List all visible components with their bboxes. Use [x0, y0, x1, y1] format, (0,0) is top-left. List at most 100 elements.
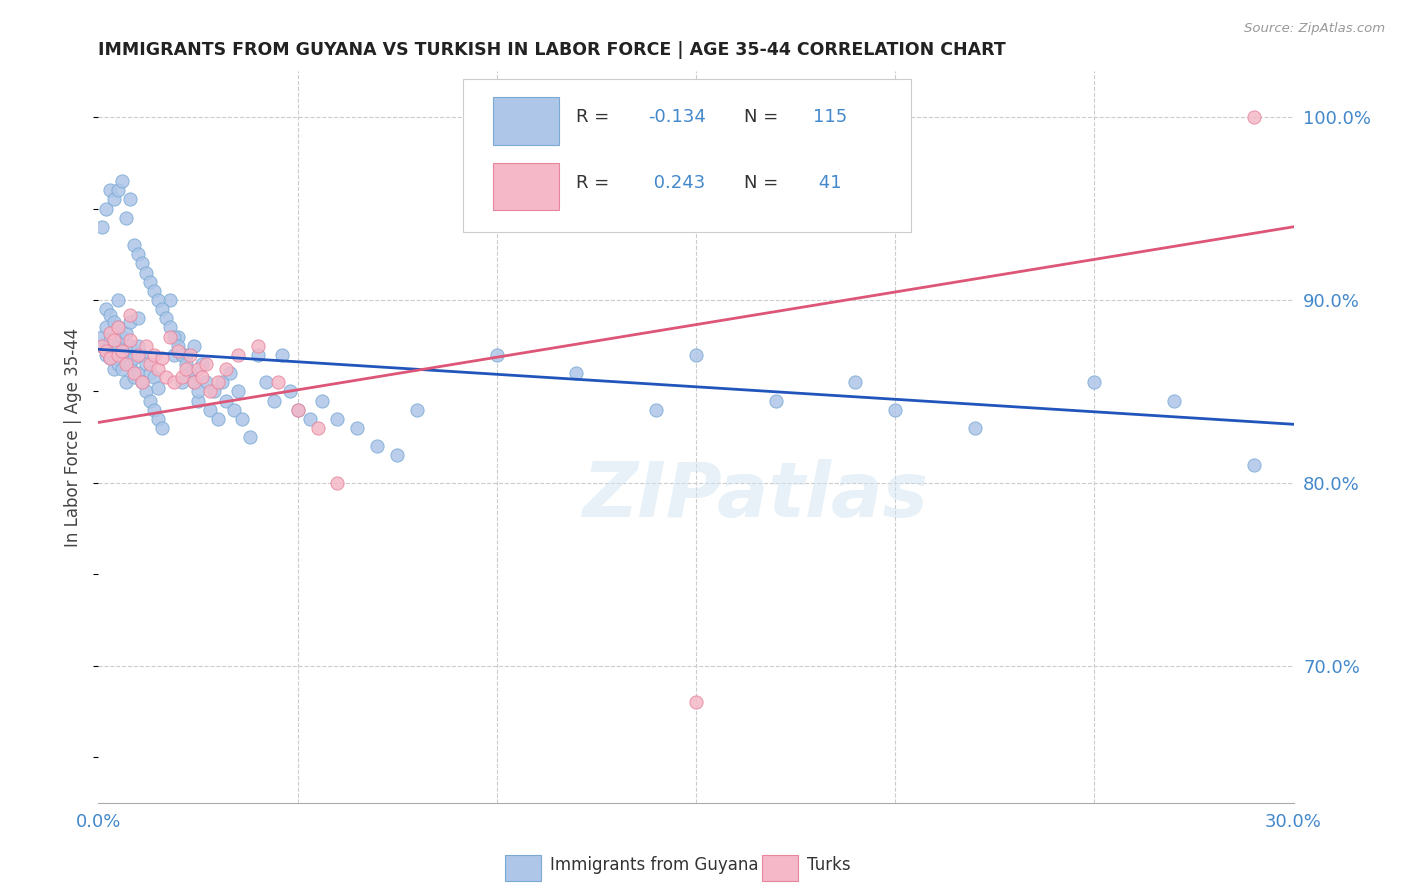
Point: [103, 362, 125, 376]
Point: [267, 375, 290, 389]
Point: [107, 357, 129, 371]
Text: IMMIGRANTS FROM GUYANA VS TURKISH IN LABOR FORCE | AGE 35-44 CORRELATION CHART: IMMIGRANTS FROM GUYANA VS TURKISH IN LAB…: [98, 41, 1007, 59]
Point: [287, 402, 309, 417]
Point: [311, 393, 333, 408]
Point: [254, 375, 277, 389]
FancyBboxPatch shape: [494, 97, 558, 145]
Point: [179, 348, 201, 362]
Point: [131, 348, 153, 362]
Point: [120, 338, 142, 352]
Point: [163, 375, 186, 389]
Text: 115: 115: [813, 109, 848, 127]
Point: [111, 362, 134, 376]
Point: [103, 344, 125, 359]
Point: [195, 357, 218, 371]
Point: [115, 357, 138, 371]
Point: [765, 393, 787, 408]
Point: [963, 421, 986, 435]
Point: [103, 192, 125, 206]
Point: [191, 369, 214, 384]
Point: [326, 411, 349, 425]
Point: [124, 366, 146, 380]
Text: Source: ZipAtlas.com: Source: ZipAtlas.com: [1244, 22, 1385, 36]
Point: [111, 174, 134, 188]
Point: [107, 348, 129, 362]
Point: [191, 357, 214, 371]
Point: [91, 219, 114, 234]
Point: [1083, 375, 1105, 389]
Point: [124, 351, 146, 366]
Point: [645, 402, 668, 417]
Point: [226, 384, 249, 399]
Point: [148, 381, 170, 395]
Point: [287, 402, 309, 417]
Point: [115, 326, 138, 340]
Point: [195, 375, 218, 389]
Point: [120, 333, 142, 347]
Point: [98, 326, 122, 340]
Point: [179, 366, 201, 380]
Point: [96, 348, 118, 362]
Text: R =: R =: [576, 109, 616, 127]
Text: Immigrants from Guyana: Immigrants from Guyana: [550, 856, 759, 874]
Point: [159, 320, 181, 334]
Point: [215, 393, 238, 408]
Point: [124, 369, 146, 384]
FancyBboxPatch shape: [505, 855, 541, 881]
Point: [187, 362, 209, 376]
Point: [385, 448, 409, 462]
Point: [298, 411, 321, 425]
Point: [226, 348, 249, 362]
Point: [91, 329, 114, 343]
Point: [246, 338, 269, 352]
Point: [174, 357, 197, 371]
Point: [135, 384, 157, 399]
Point: [127, 311, 149, 326]
Point: [685, 695, 707, 709]
Point: [120, 192, 142, 206]
Point: [120, 315, 142, 329]
Point: [278, 384, 301, 399]
Point: [1163, 393, 1185, 408]
Point: [98, 351, 122, 366]
Point: [111, 344, 134, 359]
Point: [96, 301, 118, 316]
Point: [172, 375, 194, 389]
Point: [91, 338, 114, 352]
Point: [155, 369, 177, 384]
Point: [183, 375, 205, 389]
Point: [246, 348, 269, 362]
Point: [198, 402, 221, 417]
Point: [222, 402, 245, 417]
Point: [167, 338, 190, 352]
Text: N =: N =: [744, 109, 783, 127]
Point: [231, 411, 253, 425]
Point: [884, 402, 907, 417]
Point: [174, 362, 197, 376]
Point: [685, 348, 707, 362]
Point: [98, 351, 122, 366]
Point: [1243, 458, 1265, 472]
Point: [148, 293, 170, 307]
Point: [239, 430, 262, 444]
Point: [346, 421, 368, 435]
Text: -0.134: -0.134: [648, 109, 706, 127]
Point: [111, 348, 134, 362]
Point: [96, 344, 118, 359]
Point: [107, 338, 129, 352]
Text: 41: 41: [813, 174, 842, 193]
Point: [120, 357, 142, 371]
Point: [207, 411, 229, 425]
Point: [565, 366, 588, 380]
Point: [96, 202, 118, 216]
Point: [98, 333, 122, 347]
FancyBboxPatch shape: [463, 78, 911, 232]
Point: [127, 366, 149, 380]
Point: [120, 308, 142, 322]
Point: [91, 338, 114, 352]
Point: [96, 320, 118, 334]
Point: [366, 439, 388, 453]
Point: [150, 301, 173, 316]
Point: [215, 362, 238, 376]
Point: [844, 375, 866, 389]
